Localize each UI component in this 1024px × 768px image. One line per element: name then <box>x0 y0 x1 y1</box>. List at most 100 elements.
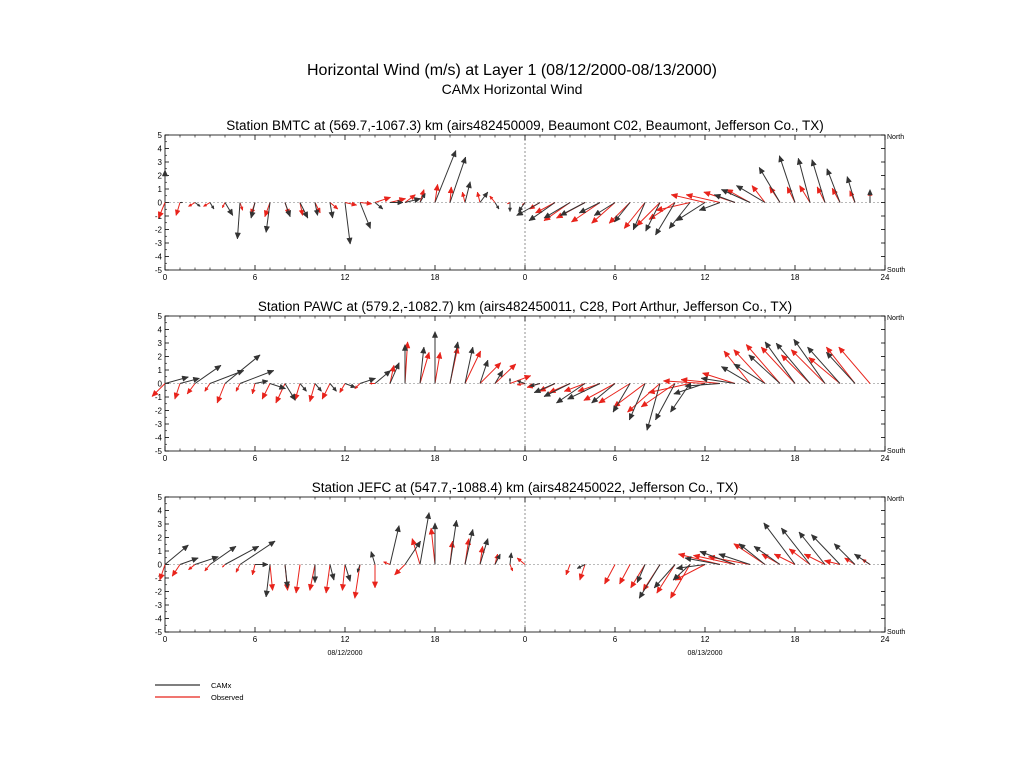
observed-wind-vector <box>563 383 586 392</box>
observed-wind-vector-head <box>494 362 502 370</box>
camx-wind-vector <box>494 202 500 210</box>
observed-wind-vector-head <box>261 392 268 400</box>
camx-wind-vector <box>699 550 736 565</box>
camx-wind-vector-head <box>368 377 377 384</box>
observed-wind-vector <box>239 202 244 211</box>
observed-wind-vector <box>411 537 421 565</box>
observed-wind-vector <box>204 383 211 392</box>
camx-wind-vector <box>374 370 392 384</box>
observed-wind-vector <box>464 350 482 384</box>
observed-wind-vector <box>293 564 301 594</box>
observed-wind-vector-head <box>411 537 417 546</box>
camx-wind-vector <box>314 383 322 392</box>
observed-wind-vector-head <box>808 357 816 364</box>
camx-wind-vector <box>675 202 706 222</box>
observed-wind-vector <box>803 553 826 565</box>
observed-wind-vector <box>788 548 811 565</box>
camx-wind-vector <box>753 545 781 565</box>
camx-wind-vector-head <box>846 175 852 184</box>
camx-wind-vector <box>329 383 337 392</box>
camx-wind-vector <box>516 380 526 384</box>
observed-wind-vector-head <box>339 387 344 394</box>
observed-wind-vector <box>604 564 616 585</box>
camx-wind-vector-head <box>431 522 439 530</box>
camx-wind-vector-shaft <box>344 202 351 245</box>
observed-wind-vector <box>461 191 466 203</box>
camx-wind-vector-head <box>424 511 432 520</box>
observed-wind-vector-head <box>636 219 644 227</box>
observed-wind-vector-head <box>323 586 331 594</box>
observed-wind-vector-head <box>339 583 347 592</box>
observed-wind-vector-head <box>583 394 591 401</box>
camx-wind-vector <box>653 564 676 589</box>
camx-wind-vector <box>798 531 826 565</box>
observed-wind-vector-head <box>565 569 570 576</box>
observed-wind-vector-shaft <box>670 564 691 599</box>
observed-wind-vector-head <box>251 388 256 395</box>
camx-wind-vector-head <box>614 215 621 223</box>
camx-wind-vector <box>576 564 586 569</box>
observed-wind-vector <box>489 195 496 203</box>
observed-wind-vector-head <box>516 557 522 563</box>
camx-wind-vector <box>636 564 646 584</box>
observed-wind-vector-head <box>534 207 543 214</box>
observed-wind-vector <box>826 346 856 384</box>
observed-wind-vector <box>158 564 166 581</box>
camx-wind-vector <box>775 342 811 384</box>
camx-wind-vector-shaft <box>793 339 826 384</box>
camx-wind-vector <box>401 343 409 384</box>
observed-wind-vector-head <box>461 191 466 198</box>
observed-wind-vector-head <box>352 591 359 599</box>
y-tick-label: 3 <box>158 339 163 348</box>
camx-wind-vector-head <box>738 543 746 551</box>
camx-wind-vector <box>224 202 234 217</box>
observed-wind-vector-head <box>577 386 585 393</box>
camx-wind-vector-head <box>684 556 692 563</box>
observed-wind-vector <box>608 202 631 224</box>
camx-wind-vector <box>419 511 432 565</box>
camx-wind-vector <box>733 363 766 384</box>
camx-wind-vector-head <box>365 221 371 230</box>
observed-wind-vector <box>692 553 736 565</box>
camx-wind-vector-head <box>196 203 201 207</box>
camx-wind-vector-head <box>698 205 707 211</box>
date-label: 08/12/2000 <box>327 650 362 657</box>
camx-wind-vector-head <box>675 564 684 571</box>
observed-wind-vector-shaft <box>648 383 691 394</box>
observed-wind-vector-head <box>173 392 180 400</box>
camx-wind-vector-head <box>302 386 307 392</box>
camx-wind-vector-head <box>810 534 818 542</box>
observed-wind-vector-head <box>475 350 481 358</box>
camx-wind-vector-head <box>263 225 270 234</box>
camx-wind-vector-head <box>593 209 602 216</box>
observed-wind-vector-head <box>701 372 710 378</box>
observed-wind-vector-head <box>308 394 315 403</box>
observed-wind-vector-head <box>447 186 454 194</box>
camx-wind-vector-head <box>653 581 661 589</box>
observed-wind-vector <box>623 202 646 229</box>
observed-wind-vector <box>175 202 181 217</box>
camx-wind-vector <box>543 383 571 397</box>
observed-wind-vector <box>434 351 443 384</box>
camx-wind-vector-head <box>495 553 501 560</box>
camx-wind-vector <box>239 369 275 384</box>
observed-wind-vector-shaft <box>781 354 811 384</box>
camx-wind-vector <box>614 202 631 223</box>
observed-wind-vector <box>158 202 166 219</box>
camx-wind-vector-head <box>413 197 422 204</box>
x-tick-label: 18 <box>431 273 440 282</box>
observed-wind-vector <box>186 383 196 395</box>
observed-wind-vector-shaft <box>745 344 781 384</box>
camx-wind-vector-head <box>528 214 536 222</box>
observed-wind-vector-head <box>604 577 611 585</box>
observed-wind-vector <box>235 564 241 573</box>
observed-wind-vector-head <box>307 583 315 592</box>
camx-wind-vector-head <box>332 386 337 392</box>
observed-wind-vector-head <box>369 382 373 385</box>
camx-wind-vector <box>299 383 307 392</box>
camx-wind-vector-head <box>543 212 551 219</box>
legend-label: Observed <box>211 693 244 702</box>
observed-wind-vector-head <box>268 583 276 592</box>
observed-wind-vector-head <box>598 397 606 404</box>
observed-wind-vector-shaft <box>708 556 751 565</box>
